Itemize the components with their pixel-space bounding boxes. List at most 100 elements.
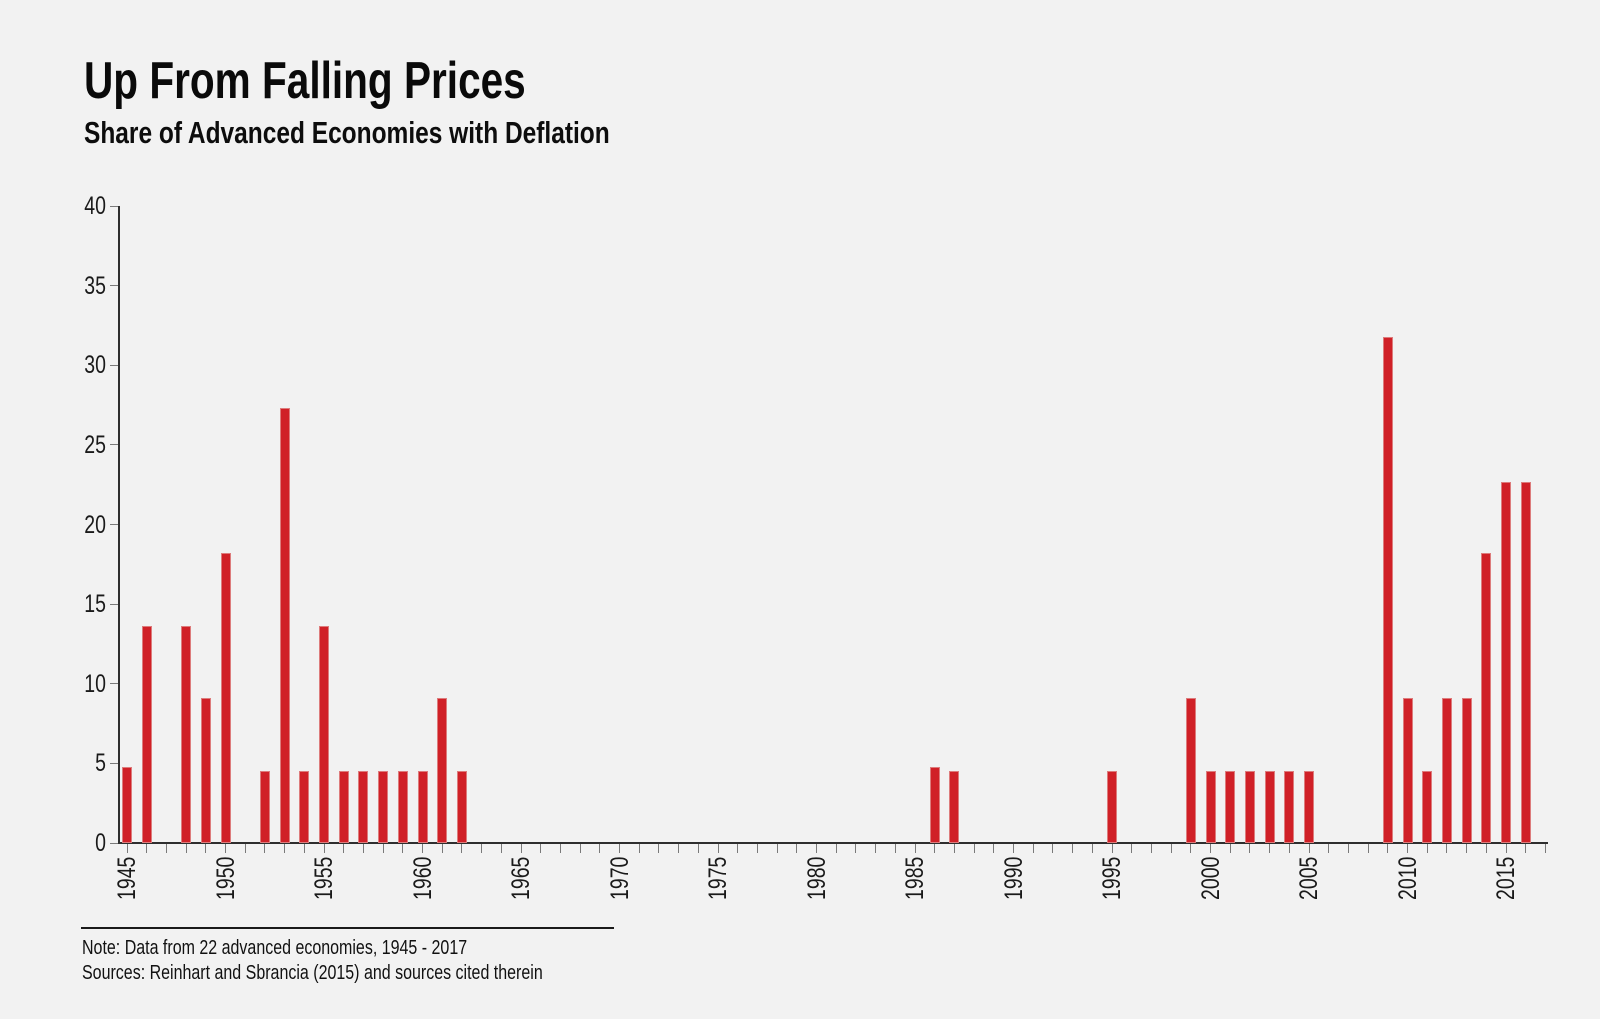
x-axis-tick (323, 844, 325, 853)
x-axis-line (118, 842, 1549, 844)
y-axis-tick-label: 30 (84, 351, 106, 380)
y-axis-tick (110, 603, 118, 605)
x-axis-tick-label: 1960 (408, 856, 437, 900)
y-axis-tick-label: 15 (84, 590, 106, 619)
bar-2016 (1520, 481, 1531, 843)
bar-2004 (1284, 771, 1295, 843)
x-axis-tick-label: 2015 (1492, 856, 1520, 900)
bar-1946 (141, 626, 152, 843)
x-axis-tick (1544, 844, 1546, 853)
x-axis-tick (1407, 844, 1408, 853)
x-axis-tick-label: 1955 (310, 856, 338, 900)
bar-2005 (1304, 771, 1314, 843)
x-axis-tick (225, 844, 226, 853)
y-axis-tick-label: 20 (84, 510, 106, 539)
x-axis-tick (1210, 844, 1211, 853)
bar-1957 (358, 771, 369, 843)
x-axis-tick (638, 844, 640, 853)
x-axis-tick (481, 844, 483, 853)
x-axis-tick (835, 844, 837, 853)
x-axis-tick (678, 844, 680, 853)
bar-2001 (1225, 771, 1236, 843)
y-axis-tick-label: 40 (84, 192, 106, 220)
y-axis-tick-label: 25 (84, 430, 106, 459)
x-axis-tick (737, 844, 739, 853)
bar-1959 (397, 771, 408, 843)
x-axis-tick (1328, 844, 1330, 853)
x-axis-tick (579, 844, 581, 853)
y-axis-tick (110, 285, 118, 287)
bar-2010 (1402, 698, 1413, 843)
x-axis-tick (1347, 844, 1349, 853)
x-axis-tick (796, 844, 798, 853)
y-axis-tick-label: 0 (95, 829, 106, 857)
bar-1987 (949, 771, 960, 843)
x-axis-tick (934, 844, 936, 853)
x-axis-tick (1308, 844, 1310, 853)
y-axis-tick-label: 5 (95, 749, 106, 778)
y-axis-tick (110, 364, 118, 366)
x-axis-tick (382, 844, 384, 853)
bar-1955 (319, 626, 329, 843)
x-axis-tick (461, 844, 463, 853)
x-axis-tick (953, 844, 955, 853)
chart-note: Note: Data from 22 advanced economies, 1… (82, 937, 468, 959)
x-axis-tick (973, 844, 975, 853)
x-axis-tick-label: 1995 (1098, 856, 1126, 900)
x-axis-tick (658, 844, 660, 853)
chart-subtitle: Share of Advanced Economies with Deflati… (84, 115, 610, 150)
bar-1949 (200, 698, 211, 843)
bar-2012 (1441, 698, 1452, 843)
bar-2015 (1501, 481, 1511, 843)
y-axis-tick (110, 444, 118, 446)
bar-2011 (1422, 771, 1433, 843)
x-axis-tick (1190, 844, 1192, 853)
bar-1960 (417, 771, 428, 843)
x-axis-tick (1111, 844, 1113, 853)
bar-1961 (437, 698, 448, 843)
note-divider (81, 927, 614, 929)
x-axis-tick (540, 844, 542, 853)
bar-1956 (338, 771, 349, 843)
x-axis-tick (1387, 844, 1389, 853)
x-axis-tick (284, 844, 286, 853)
bar-2013 (1461, 698, 1472, 843)
x-axis-tick (146, 844, 148, 853)
x-axis-tick (264, 844, 266, 853)
bar-2002 (1244, 771, 1255, 843)
x-axis-tick-label: 1980 (802, 856, 831, 900)
x-axis-tick (402, 844, 404, 853)
x-axis-tick-label: 1945 (113, 856, 141, 900)
x-axis-tick (1269, 844, 1271, 853)
y-axis-tick (110, 205, 118, 207)
x-axis-tick (500, 844, 502, 853)
x-axis-tick (619, 844, 620, 853)
x-axis-tick (126, 844, 128, 853)
chart-source: Sources: Reinhart and Sbrancia (2015) an… (82, 962, 543, 984)
x-axis-tick-label: 1975 (704, 856, 732, 900)
x-axis-tick (1150, 844, 1152, 853)
x-axis-tick (205, 844, 207, 853)
x-axis-tick (697, 844, 699, 853)
x-axis-tick (1485, 844, 1487, 853)
x-axis-tick (1249, 844, 1251, 853)
x-axis-tick (559, 844, 561, 853)
x-axis-tick (1072, 844, 1074, 853)
bar-1952 (259, 771, 270, 843)
page-title: Up From Falling Prices (84, 52, 526, 110)
x-axis-tick (441, 844, 443, 853)
x-axis-tick (816, 844, 817, 853)
x-axis-tick (776, 844, 778, 853)
y-axis-line (118, 206, 120, 844)
x-axis-tick (1446, 844, 1448, 853)
x-axis-tick-label: 1970 (605, 856, 634, 900)
y-axis-tick-label: 10 (84, 669, 106, 698)
x-axis-tick (756, 844, 758, 853)
bar-2003 (1264, 771, 1275, 843)
x-axis-tick (1170, 844, 1172, 853)
bar-2014 (1481, 553, 1492, 843)
x-axis-tick (185, 844, 187, 853)
bar-1954 (299, 771, 310, 843)
bar-1986 (929, 766, 940, 843)
